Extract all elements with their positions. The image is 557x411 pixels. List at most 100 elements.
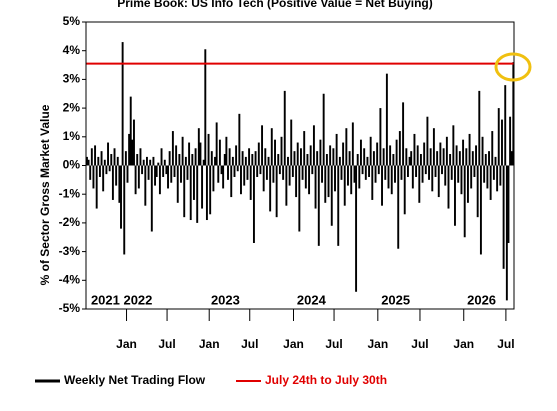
x-tick-label: Jan: [367, 337, 388, 351]
y-tick-label: 4%: [63, 43, 81, 57]
bar: [444, 165, 447, 186]
bar: [405, 148, 408, 166]
x-tick-label: Jan: [199, 337, 220, 351]
bar: [274, 139, 276, 166]
bar: [205, 165, 208, 221]
bar: [154, 165, 157, 186]
bar: [481, 136, 484, 166]
bar: [252, 165, 255, 243]
bar: [455, 145, 458, 166]
bar: [249, 165, 252, 200]
bar: [321, 165, 323, 183]
year-label: 2026: [467, 292, 496, 307]
bar: [129, 96, 132, 166]
bar: [121, 42, 124, 166]
bar: [235, 145, 238, 166]
bar: [196, 165, 199, 223]
bar: [424, 165, 427, 175]
bar: [295, 165, 298, 198]
bar: [270, 128, 273, 166]
bar: [335, 133, 338, 166]
bar: [314, 165, 317, 209]
bar: [193, 165, 195, 200]
bar: [301, 165, 304, 180]
y-axis-label: % of Sector Gross Market Value: [38, 104, 52, 285]
bar: [374, 165, 377, 183]
bar: [483, 165, 486, 183]
bar: [312, 125, 315, 166]
bar: [288, 165, 291, 186]
bar: [116, 156, 119, 166]
x-tick-label: Jul: [325, 337, 342, 351]
bar: [202, 159, 205, 166]
bar: [343, 165, 346, 206]
bar: [158, 165, 161, 195]
bar: [317, 165, 320, 246]
bar: [423, 142, 426, 166]
bar: [454, 165, 456, 226]
bar: [345, 128, 348, 166]
bar: [504, 85, 507, 166]
bar: [449, 154, 452, 166]
bar: [236, 165, 239, 172]
bar: [311, 165, 314, 175]
bar: [113, 148, 116, 166]
chart-title: Prime Book: US Info Tech (Positive Value…: [117, 0, 433, 10]
bar: [381, 165, 383, 206]
bar: [447, 165, 450, 209]
bar: [471, 151, 474, 166]
bar: [176, 165, 179, 203]
bar: [319, 139, 322, 166]
y-tick-label: -3%: [59, 244, 81, 258]
bar: [225, 136, 228, 166]
bar: [432, 128, 435, 166]
bar: [340, 165, 343, 180]
x-tick-label: Jan: [283, 337, 304, 351]
bar: [97, 156, 100, 166]
bar: [353, 165, 356, 183]
bar: [351, 122, 354, 166]
bar: [131, 139, 134, 166]
bar: [492, 165, 495, 180]
bar: [141, 165, 144, 175]
y-tick-label: 0%: [63, 158, 81, 172]
bar: [355, 165, 358, 292]
bar: [350, 165, 353, 195]
bar: [300, 148, 302, 166]
bar: [419, 154, 422, 166]
y-tick-label: -5%: [59, 301, 81, 315]
bar: [283, 90, 286, 166]
bar: [259, 165, 262, 175]
bar: [363, 148, 366, 166]
bar: [108, 165, 111, 172]
bar: [201, 165, 204, 209]
bar: [98, 165, 101, 177]
bar: [95, 165, 98, 209]
bar: [287, 156, 289, 166]
bar: [145, 156, 148, 166]
bar: [152, 156, 155, 166]
bar: [398, 131, 401, 166]
bar: [478, 90, 481, 166]
bar: [308, 165, 311, 195]
bar: [264, 148, 267, 166]
bar: [280, 136, 283, 166]
x-tick-label: Jul: [158, 337, 175, 351]
bar: [304, 165, 307, 189]
bar: [359, 139, 362, 166]
bar: [199, 142, 202, 166]
bar: [256, 165, 259, 177]
bar: [102, 165, 105, 192]
bar: [475, 145, 478, 166]
bar: [509, 116, 512, 166]
bar: [458, 151, 461, 166]
bar: [372, 151, 375, 166]
highlight-circle: [494, 52, 532, 82]
bar: [429, 148, 432, 166]
bar: [486, 165, 489, 189]
bar: [107, 142, 109, 166]
bar: [390, 165, 393, 195]
bar: [173, 165, 176, 177]
bar: [171, 131, 174, 166]
bar: [160, 148, 163, 166]
